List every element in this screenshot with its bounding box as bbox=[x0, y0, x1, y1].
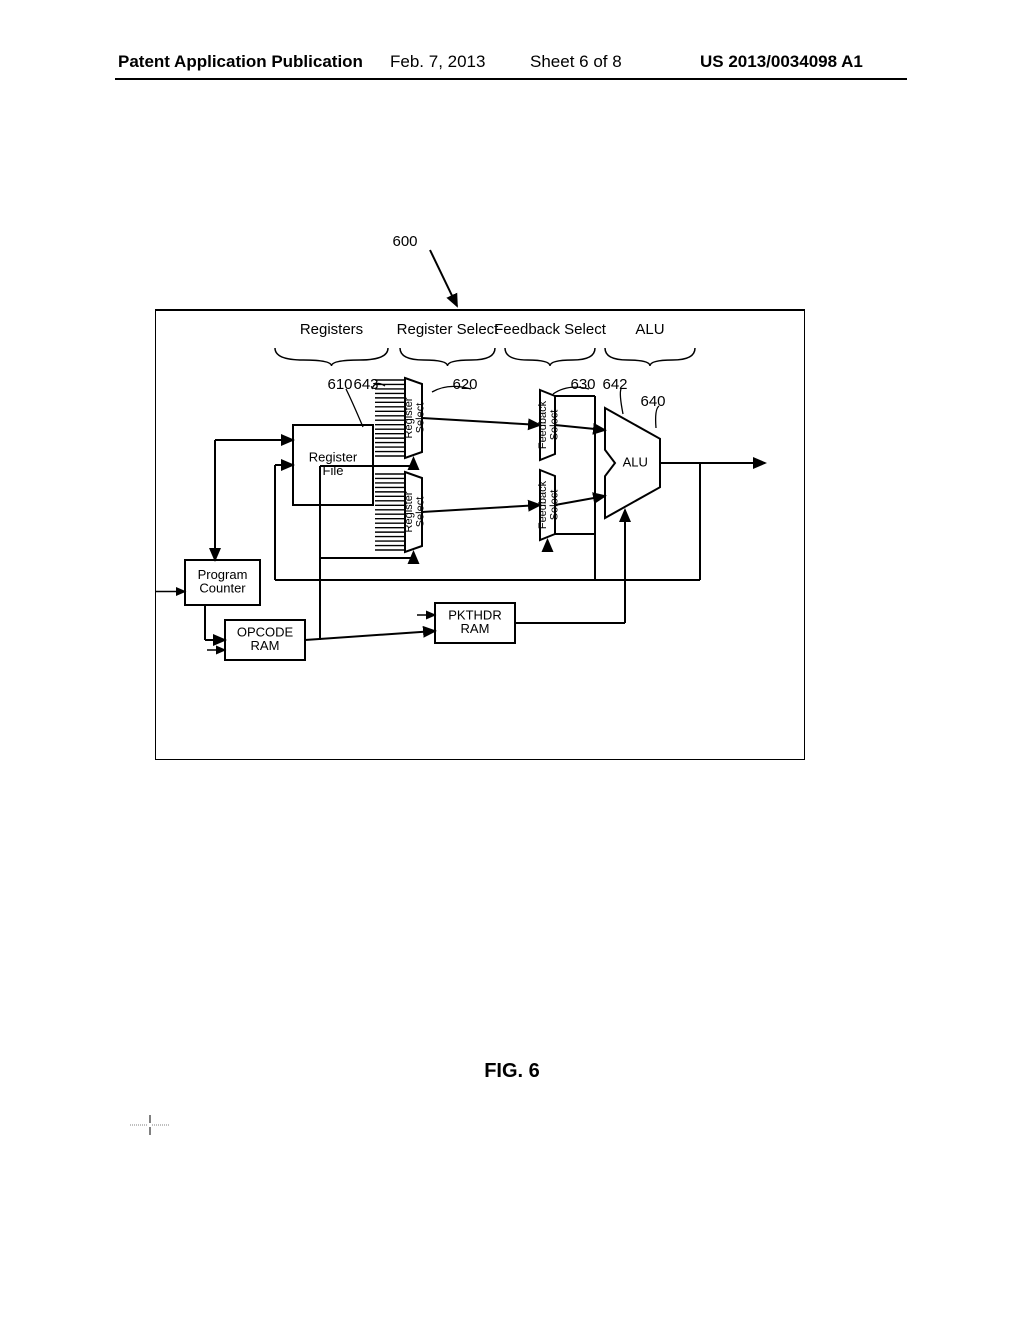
block-diagram: 600 Registers Register SelectFeedback Sele… bbox=[155, 230, 805, 740]
svg-text:620: 620 bbox=[452, 376, 477, 393]
header-publication: Patent Application Publication bbox=[118, 52, 363, 72]
header-pubnum: US 2013/0034098 A1 bbox=[700, 52, 863, 72]
svg-text:610: 610 bbox=[327, 376, 352, 393]
svg-text:642: 642 bbox=[602, 376, 627, 393]
svg-text:ProgramCounter: ProgramCounter bbox=[198, 567, 248, 596]
header-rule bbox=[115, 78, 907, 80]
svg-text:Register Select: Register Select bbox=[397, 321, 500, 338]
svg-text:600: 600 bbox=[392, 233, 417, 250]
svg-text:Feedback Select: Feedback Select bbox=[494, 321, 607, 338]
figure-caption: FIG. 6 bbox=[0, 1060, 1024, 1083]
svg-text:Registers: Registers bbox=[300, 321, 363, 338]
svg-text:ALU: ALU bbox=[635, 321, 664, 338]
header-date: Feb. 7, 2013 bbox=[390, 52, 485, 72]
svg-text:630: 630 bbox=[570, 376, 595, 393]
svg-text:640: 640 bbox=[640, 393, 665, 410]
crop-mark-icon bbox=[130, 1115, 170, 1145]
svg-text:ALU: ALU bbox=[623, 454, 648, 469]
header-sheet: Sheet 6 of 8 bbox=[530, 52, 622, 72]
